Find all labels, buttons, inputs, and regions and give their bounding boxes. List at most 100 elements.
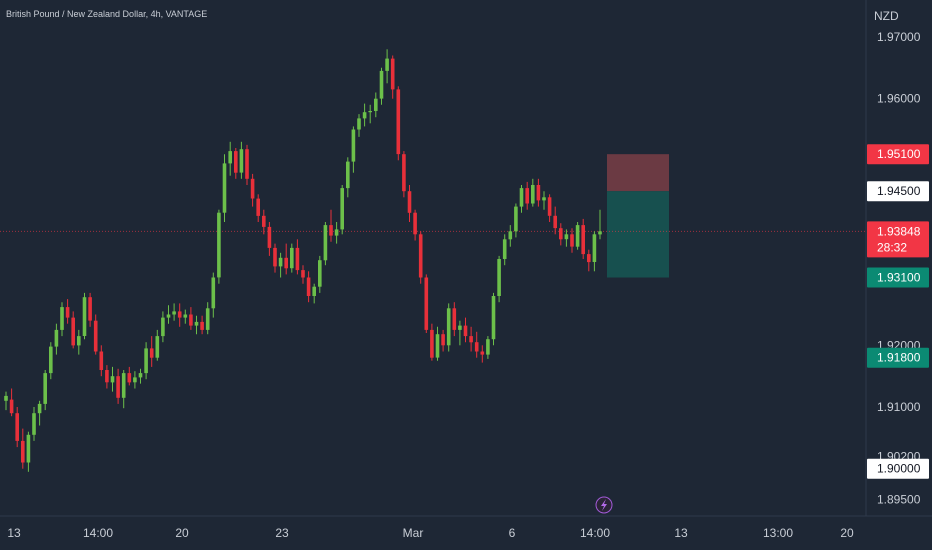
price-tick-label: 1.96000: [877, 92, 921, 106]
candle: [9, 388, 14, 417]
candle: [542, 191, 546, 210]
candle: [368, 104, 372, 124]
price-tag-target: 1.93100: [867, 267, 929, 288]
svg-text:1.93848: 1.93848: [877, 224, 921, 238]
time-tick-label: 13:00: [763, 526, 793, 540]
candle: [4, 391, 8, 411]
candle: [273, 243, 277, 273]
candle: [525, 181, 529, 210]
candle: [385, 49, 389, 84]
candle: [452, 302, 457, 337]
candle: [15, 407, 19, 448]
candle: [200, 315, 204, 335]
candle: [183, 309, 188, 324]
candle: [396, 86, 401, 161]
candle: [318, 255, 322, 293]
lightning-icon[interactable]: [595, 496, 613, 514]
candle: [407, 185, 412, 222]
candle: [374, 92, 378, 118]
candle: [351, 126, 356, 173]
candle: [256, 194, 260, 222]
candle: [559, 223, 563, 246]
candle: [508, 225, 513, 247]
candle: [553, 206, 557, 235]
candle: [149, 336, 154, 367]
candle: [267, 222, 272, 256]
stop-loss-zone[interactable]: [607, 154, 669, 192]
candle: [49, 342, 53, 380]
candle: [211, 272, 216, 318]
time-tick-label: 13: [7, 526, 21, 540]
candle: [121, 370, 126, 409]
time-tick-label: 20: [175, 526, 189, 540]
svg-text:1.90000: 1.90000: [877, 462, 921, 476]
candle-countdown: 28:32: [877, 240, 907, 254]
candle: [441, 329, 445, 352]
price-tag-entry: 1.94500: [867, 181, 929, 202]
candle: [177, 303, 182, 327]
time-tick-label: 20: [840, 526, 854, 540]
candle: [43, 370, 47, 411]
candle: [54, 323, 59, 355]
svg-text:1.93100: 1.93100: [877, 271, 921, 285]
candle: [116, 368, 120, 404]
time-tick-label: 13: [674, 526, 688, 540]
candle: [284, 243, 288, 275]
candle: [189, 307, 193, 330]
candle: [379, 67, 384, 105]
candle: [301, 265, 305, 284]
candle: [570, 228, 574, 253]
time-tick-label: 14:00: [83, 526, 113, 540]
candle: [138, 368, 143, 384]
price-tags: 1.95100 1.94500 1.93848 28:32 1.93100 1.91800…: [867, 144, 929, 479]
candle: [32, 407, 36, 441]
candle: [519, 185, 524, 213]
candle: [486, 336, 490, 359]
time-tick-label: 6: [509, 526, 516, 540]
candle: [581, 218, 585, 259]
candle: [474, 331, 479, 358]
candle: [312, 283, 316, 304]
candle: [37, 400, 42, 426]
time-tick-label: 23: [275, 526, 289, 540]
price-tag-last: 1.93848 28:32: [867, 221, 929, 258]
candle: [77, 329, 81, 355]
candle: [21, 428, 25, 469]
candle: [402, 151, 406, 198]
candle: [502, 234, 507, 266]
currency-label: NZD: [874, 9, 899, 23]
candle: [329, 209, 333, 242]
candle: [413, 209, 417, 241]
candle: [340, 185, 344, 235]
take-profit-zone[interactable]: [607, 191, 669, 278]
candle: [418, 231, 423, 284]
price-tick-label: 1.91000: [877, 400, 921, 414]
candle: [234, 148, 238, 179]
candle: [110, 366, 115, 392]
candle: [334, 222, 339, 244]
candle: [172, 303, 176, 321]
candle: [105, 365, 109, 389]
candle: [598, 209, 602, 240]
candle: [575, 222, 580, 250]
candle: [26, 431, 31, 472]
time-axis[interactable]: 13 14:00 20 23 Mar 6 14:00 13 13:00 20: [7, 526, 854, 540]
position-zones[interactable]: [607, 154, 669, 278]
candle: [564, 229, 569, 247]
candle: [514, 203, 518, 238]
price-tick-label: 1.97000: [877, 30, 921, 44]
candle: [290, 243, 294, 273]
candle: [435, 326, 440, 361]
candle: [547, 194, 552, 222]
candle: [390, 55, 395, 99]
candle: [239, 141, 244, 179]
candle: [306, 271, 311, 303]
candle: [71, 311, 75, 349]
candle: [155, 329, 160, 361]
candle: [245, 144, 249, 185]
candle: [99, 345, 104, 377]
candle: [430, 323, 434, 361]
candle: [480, 345, 485, 363]
